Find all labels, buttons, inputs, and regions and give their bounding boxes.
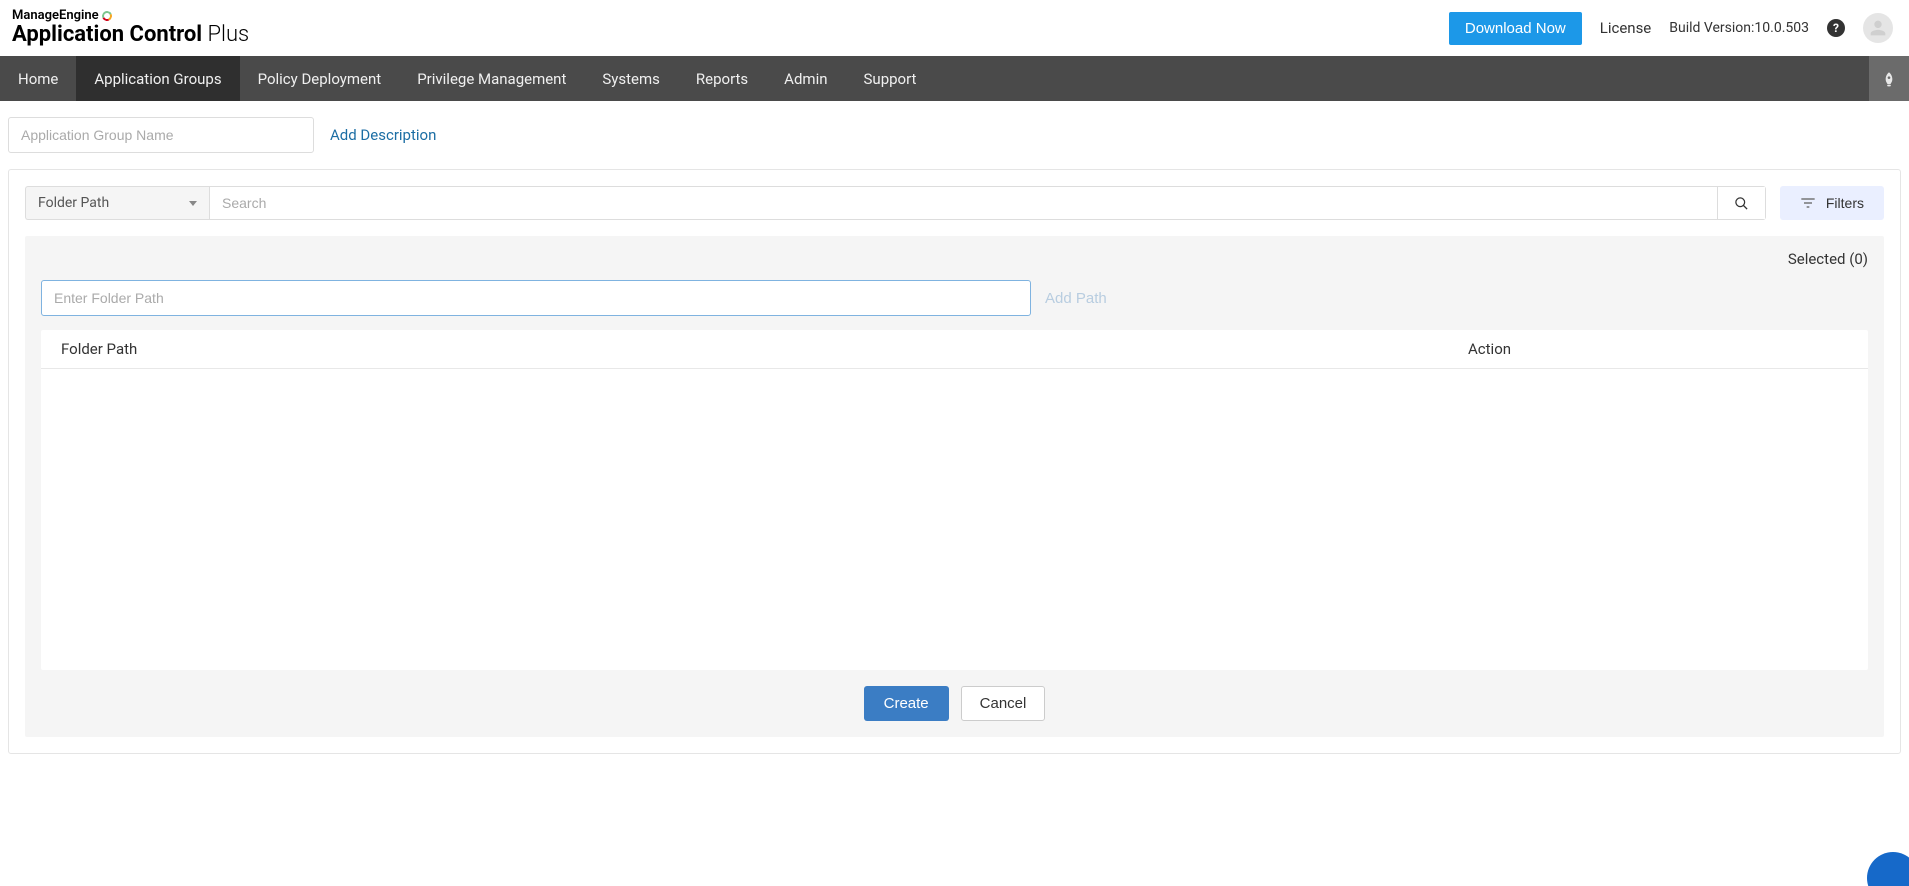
column-folder-path: Folder Path xyxy=(61,340,1468,358)
add-description-link[interactable]: Add Description xyxy=(330,126,436,144)
search-input[interactable] xyxy=(210,187,1717,219)
table-header: Folder Path Action xyxy=(41,330,1868,369)
inner-panel: Selected (0) Add Path Folder Path Action… xyxy=(25,236,1884,737)
header-right: Download Now License Build Version:10.0.… xyxy=(1449,12,1893,45)
filter-row: Folder Path Filters xyxy=(25,186,1884,220)
column-action: Action xyxy=(1468,340,1848,358)
brand-light: Plus xyxy=(202,22,249,47)
folder-path-input[interactable] xyxy=(41,280,1031,316)
search-button[interactable] xyxy=(1717,187,1765,219)
floating-action-button[interactable] xyxy=(1867,852,1909,886)
nav-item-home[interactable]: Home xyxy=(0,56,76,101)
chevron-down-icon xyxy=(189,201,197,206)
search-wrap xyxy=(209,186,1766,220)
search-type-dropdown[interactable]: Folder Path xyxy=(25,186,209,220)
add-path-button[interactable]: Add Path xyxy=(1045,290,1107,307)
top-header: ManageEngine Application Control Plus Do… xyxy=(0,0,1909,56)
nav-item-support[interactable]: Support xyxy=(846,56,935,101)
main-panel: Folder Path Filters Selected (0) Add Pat… xyxy=(8,169,1901,754)
path-entry-row: Add Path xyxy=(41,280,1868,330)
search-icon xyxy=(1734,196,1749,211)
nav-item-admin[interactable]: Admin xyxy=(766,56,845,101)
rocket-icon xyxy=(1881,70,1897,88)
nav-item-application-groups[interactable]: Application Groups xyxy=(76,56,239,101)
dropdown-selected-label: Folder Path xyxy=(38,195,109,211)
license-link[interactable]: License xyxy=(1600,19,1652,37)
avatar[interactable] xyxy=(1863,13,1893,43)
selected-count-label: Selected (0) xyxy=(41,250,1868,280)
brand-bold: Application Control xyxy=(12,22,202,47)
create-button[interactable]: Create xyxy=(864,686,949,721)
filter-icon xyxy=(1800,197,1816,209)
nav-item-reports[interactable]: Reports xyxy=(678,56,766,101)
help-icon[interactable]: ? xyxy=(1827,19,1845,37)
sub-header: Add Description xyxy=(0,101,1909,169)
brand-product-name: Application Control Plus xyxy=(12,23,249,47)
brand-logo: ManageEngine Application Control Plus xyxy=(12,9,249,47)
nav-item-privilege-management[interactable]: Privilege Management xyxy=(399,56,584,101)
footer-buttons: Create Cancel xyxy=(41,670,1868,721)
folder-path-table: Folder Path Action xyxy=(41,330,1868,670)
nav-quick-launch[interactable] xyxy=(1869,56,1909,101)
brand-top-line: ManageEngine xyxy=(12,9,249,23)
build-version-label: Build Version:10.0.503 xyxy=(1669,20,1809,36)
cancel-button[interactable]: Cancel xyxy=(961,686,1046,721)
nav-item-systems[interactable]: Systems xyxy=(584,56,678,101)
user-icon xyxy=(1867,17,1889,39)
main-nav: Home Application Groups Policy Deploymen… xyxy=(0,56,1909,101)
filters-label: Filters xyxy=(1826,195,1864,211)
application-group-name-input[interactable] xyxy=(8,117,314,153)
brand-name: ManageEngine xyxy=(12,9,99,23)
filters-button[interactable]: Filters xyxy=(1780,186,1884,220)
brand-ring-icon xyxy=(100,9,113,22)
nav-item-policy-deployment[interactable]: Policy Deployment xyxy=(240,56,400,101)
download-now-button[interactable]: Download Now xyxy=(1449,12,1582,45)
